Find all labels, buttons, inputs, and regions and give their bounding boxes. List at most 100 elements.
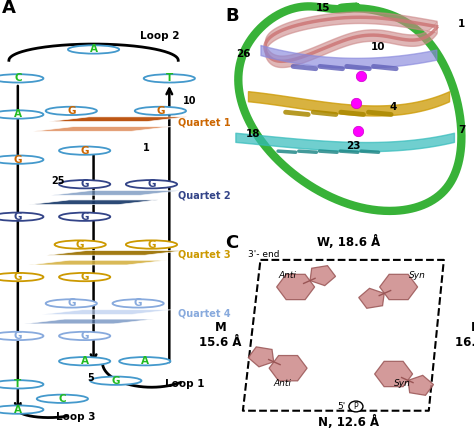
Text: C: C (14, 73, 22, 83)
Text: 1: 1 (143, 143, 149, 152)
Circle shape (0, 273, 44, 281)
Polygon shape (310, 266, 336, 286)
Circle shape (46, 299, 97, 308)
Text: W, 18.6 Å: W, 18.6 Å (317, 235, 380, 250)
Circle shape (0, 156, 44, 164)
Text: Quartet 2: Quartet 2 (178, 191, 231, 201)
Text: Loop 1: Loop 1 (165, 378, 204, 388)
Circle shape (135, 107, 186, 115)
Polygon shape (277, 274, 315, 300)
Text: G: G (76, 240, 84, 250)
Text: Quartet 1: Quartet 1 (178, 118, 231, 127)
Text: Syn: Syn (409, 271, 426, 280)
Text: A: A (141, 356, 149, 366)
Text: A: A (14, 405, 22, 415)
Circle shape (59, 213, 110, 221)
Circle shape (0, 110, 44, 119)
Text: T: T (14, 379, 21, 389)
Text: 15: 15 (316, 3, 330, 13)
Circle shape (59, 332, 110, 340)
Polygon shape (42, 310, 172, 314)
Text: G: G (14, 272, 22, 282)
Text: G: G (14, 155, 22, 165)
Circle shape (59, 357, 110, 365)
Text: 5: 5 (87, 373, 93, 383)
Text: 26: 26 (236, 49, 250, 59)
Circle shape (144, 74, 195, 83)
Text: 23: 23 (346, 141, 361, 151)
Polygon shape (269, 356, 307, 381)
Circle shape (59, 273, 110, 281)
Text: G: G (67, 106, 75, 116)
Text: N, 12.6 Å: N, 12.6 Å (318, 415, 379, 429)
Polygon shape (51, 191, 181, 195)
Text: G: G (14, 331, 22, 341)
Text: Syn: Syn (393, 379, 410, 388)
Polygon shape (49, 117, 187, 121)
Text: A: A (81, 356, 89, 366)
Polygon shape (359, 288, 384, 308)
Circle shape (0, 213, 44, 221)
Polygon shape (408, 375, 434, 395)
Text: G: G (156, 106, 164, 116)
Circle shape (68, 45, 119, 54)
Text: 7: 7 (458, 125, 465, 135)
Text: G: G (147, 179, 156, 189)
Text: Quartet 4: Quartet 4 (178, 309, 231, 319)
Circle shape (0, 332, 44, 340)
Circle shape (59, 180, 110, 188)
Text: G: G (81, 179, 89, 189)
Text: G: G (147, 240, 156, 250)
Text: B: B (225, 7, 239, 25)
Circle shape (119, 357, 171, 365)
Circle shape (55, 240, 106, 249)
Circle shape (37, 395, 88, 403)
Text: A: A (90, 44, 98, 54)
Text: 3'- end: 3'- end (248, 250, 279, 259)
Text: G: G (111, 376, 120, 386)
Text: M
16.3 Å: M 16.3 Å (456, 321, 474, 349)
Text: 25: 25 (51, 176, 64, 186)
Text: A: A (2, 0, 16, 17)
Polygon shape (25, 319, 154, 324)
Circle shape (349, 401, 363, 412)
Text: 18: 18 (246, 129, 260, 140)
Circle shape (112, 299, 164, 308)
Text: 10: 10 (371, 42, 386, 52)
Circle shape (0, 406, 44, 414)
Text: G: G (81, 212, 89, 222)
Text: Anti: Anti (278, 271, 296, 280)
Polygon shape (374, 361, 412, 387)
Text: A: A (14, 109, 22, 120)
Text: Loop 3: Loop 3 (56, 413, 95, 422)
Polygon shape (47, 251, 185, 255)
Text: C: C (225, 234, 238, 252)
Circle shape (46, 107, 97, 115)
Text: G: G (67, 299, 75, 308)
Polygon shape (33, 127, 172, 131)
Text: 5': 5' (337, 402, 346, 411)
Circle shape (90, 377, 141, 385)
Text: G: G (81, 331, 89, 341)
Polygon shape (380, 274, 418, 300)
Circle shape (126, 240, 177, 249)
Text: Quartet 3: Quartet 3 (178, 250, 231, 260)
Text: 4: 4 (390, 102, 397, 112)
Text: G: G (14, 212, 22, 222)
Text: T: T (166, 73, 173, 83)
Polygon shape (29, 200, 158, 205)
Text: G: G (134, 299, 142, 308)
Text: 10: 10 (182, 95, 196, 106)
Text: C: C (59, 394, 66, 404)
Text: P: P (354, 402, 358, 411)
Text: G: G (81, 146, 89, 156)
Circle shape (0, 380, 44, 388)
Circle shape (0, 74, 44, 83)
Polygon shape (29, 260, 167, 265)
Circle shape (59, 146, 110, 155)
Text: Loop 2: Loop 2 (140, 31, 180, 41)
Text: Anti: Anti (273, 379, 291, 388)
Text: 1: 1 (458, 19, 465, 29)
Text: M
15.6 Å: M 15.6 Å (199, 321, 241, 349)
Polygon shape (248, 347, 273, 367)
